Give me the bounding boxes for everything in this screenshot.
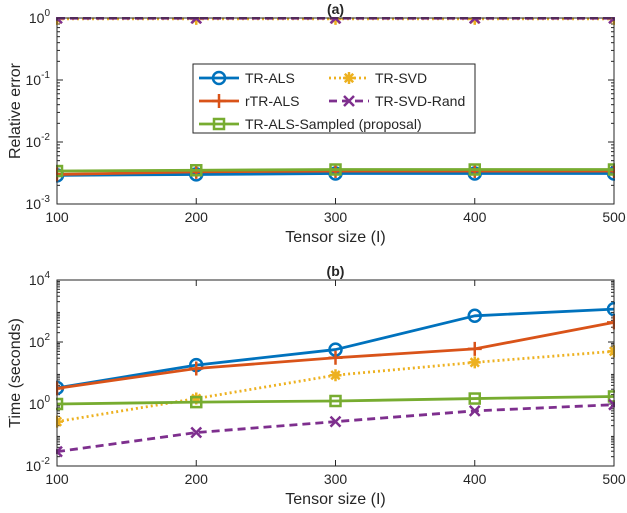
x-tick-label: 400 (463, 209, 487, 225)
y-tick-label-exponent: -1 (41, 70, 50, 81)
y-tick-label-exponent: 2 (44, 332, 50, 343)
chart-title: (a) (327, 1, 344, 17)
series-line-tr-als-sampled-proposal (56, 168, 614, 173)
y-tick-label: 10-2 (26, 456, 51, 474)
legend-swatch-marker (343, 72, 355, 84)
point-tr-als-sampled-proposal-200 (190, 164, 203, 177)
y-axis-label: Relative error (7, 62, 24, 159)
legend-label: TR-SVD (375, 70, 427, 86)
point-tr-als-sampled-proposal-400 (468, 163, 481, 176)
point-rtr-als-300 (328, 350, 343, 365)
point-tr-svd-200 (190, 392, 203, 405)
axes-box (56, 279, 615, 467)
point-tr-als-sampled-proposal-400 (468, 392, 481, 405)
y-tick-label: 102 (29, 332, 51, 350)
y-tick-label-base: 10 (26, 134, 42, 150)
legend-label: TR-SVD-Rand (375, 93, 465, 109)
y-tick-label-base: 10 (29, 272, 45, 288)
point-tr-als-400 (467, 308, 482, 324)
y-tick-label-base: 10 (29, 10, 45, 26)
y-tick-label-exponent: -2 (41, 456, 50, 467)
x-tick-label: 100 (45, 209, 69, 225)
series-line-tr-als-sampled-proposal (56, 395, 615, 406)
point-tr-als-sampled-proposal-300 (329, 163, 342, 176)
y-tick-label: 100 (29, 8, 51, 26)
legend-swatch-marker (212, 117, 226, 131)
y-tick-label-exponent: 0 (44, 8, 50, 19)
point-tr-als-sampled-proposal-200 (190, 395, 203, 409)
x-axis-label: Tensor size (I) (285, 229, 385, 246)
axes-box (56, 17, 615, 205)
y-tick-label-exponent: 4 (44, 270, 50, 281)
y-tick-label-exponent: -2 (41, 132, 50, 143)
y-tick-label: 100 (29, 394, 51, 412)
y-tick-label: 10-1 (26, 70, 51, 88)
point-rtr-als-400 (467, 341, 482, 356)
point-tr-svd-rand-200 (190, 426, 203, 439)
y-axis-label: Time (seconds) (7, 318, 24, 428)
legend-swatch-marker (343, 95, 355, 107)
x-tick-label: 500 (602, 471, 626, 487)
chart-title: (b) (327, 263, 345, 279)
legend: TR-ALS TR-SVD rTR-ALS TR-SVD-Rand TR-ALS-Sam… (192, 63, 476, 134)
y-tick-label-base: 10 (26, 72, 42, 88)
legend-entry-tr-als-sampled-proposal: TR-ALS-Sampled (proposal) (199, 116, 422, 132)
legend-box (192, 63, 476, 134)
x-axis-label: Tensor size (I) (285, 491, 385, 508)
y-tick-label-exponent: 0 (44, 394, 50, 405)
y-tick-label: 10-2 (26, 132, 51, 150)
y-tick-label: 10-3 (26, 194, 51, 212)
legend-swatch-marker (211, 70, 227, 86)
y-tick-label-base: 10 (29, 334, 45, 350)
legend-entry-tr-svd: TR-SVD (329, 70, 427, 86)
legend-label: TR-ALS-Sampled (proposal) (245, 116, 422, 132)
x-tick-label: 200 (185, 471, 209, 487)
x-tick-label: 300 (324, 471, 348, 487)
legend-swatch-marker (212, 94, 226, 108)
legend-label: rTR-ALS (245, 93, 299, 109)
point-tr-als-sampled-proposal-300 (329, 394, 342, 408)
x-tick-label: 500 (602, 209, 626, 225)
legend-entry-rtr-als: rTR-ALS (199, 93, 299, 109)
point-tr-svd-300 (329, 369, 342, 382)
x-tick-label: 400 (463, 471, 487, 487)
y-tick-label-exponent: -3 (41, 194, 50, 205)
x-tick-label: 300 (324, 209, 348, 225)
legend-entry-tr-als: TR-ALS (199, 70, 295, 86)
legend-entry-tr-svd-rand: TR-SVD-Rand (329, 93, 465, 109)
y-tick-label: 104 (29, 270, 51, 288)
y-tick-label-base: 10 (26, 458, 42, 474)
legend-label: TR-ALS (245, 70, 295, 86)
series-line-tr-als (56, 307, 615, 390)
y-tick-label-base: 10 (26, 196, 42, 212)
point-tr-svd-rand-300 (329, 415, 342, 428)
x-tick-label: 200 (185, 209, 209, 225)
x-tick-label: 100 (45, 471, 69, 487)
point-tr-svd-rand-400 (468, 404, 481, 417)
point-rtr-als-200 (189, 361, 204, 376)
point-tr-svd-400 (468, 356, 481, 369)
y-tick-label-base: 10 (29, 396, 45, 412)
